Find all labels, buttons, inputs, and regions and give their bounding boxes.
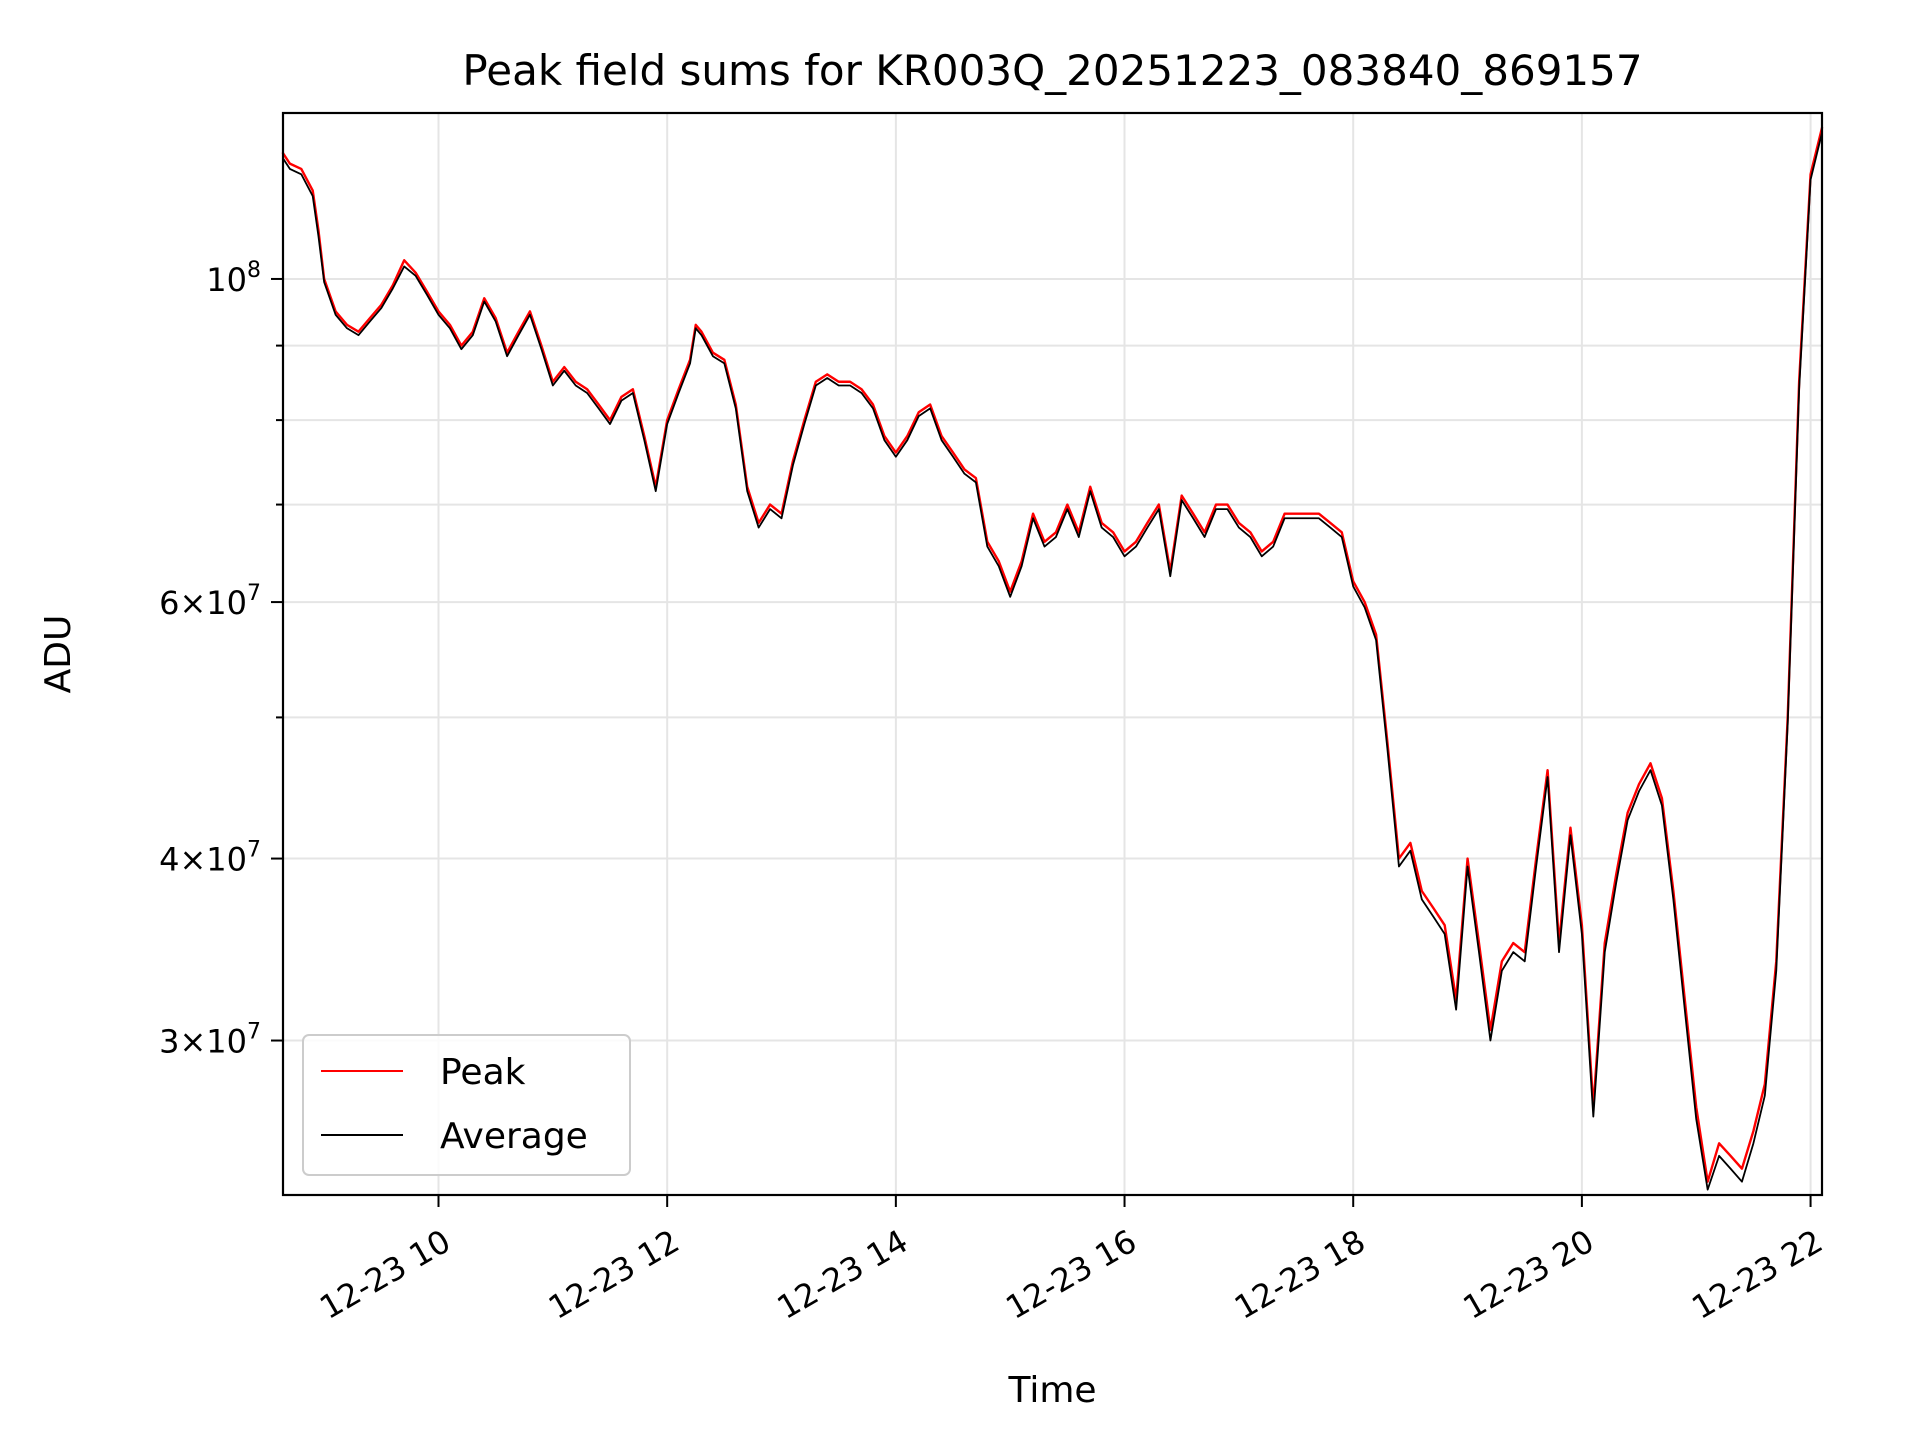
y-tick-label: 4×107 — [159, 838, 261, 879]
legend-label-average: Average — [440, 1116, 588, 1157]
legend: Peak Average — [302, 1034, 631, 1176]
y-axis-label: ADU — [38, 615, 79, 694]
y-tick-label-exponent: 8 — [247, 258, 261, 283]
series-layer — [281, 126, 1824, 1191]
y-tick-label: 108 — [206, 258, 261, 299]
x-axis-label: Time — [1007, 1370, 1096, 1411]
y-tick-label-base: 6×10 — [159, 584, 247, 622]
y-tick-label-base: 10 — [206, 261, 247, 299]
grid — [283, 113, 1822, 1195]
chart-title: Peak field sums for KR003Q_20251223_0838… — [462, 46, 1642, 95]
series-line-average — [282, 131, 1823, 1191]
y-tick-label: 6×107 — [159, 581, 261, 622]
plot-frame — [281, 111, 1824, 1197]
y-tick-label-exponent: 7 — [247, 838, 261, 863]
y-tick-label-exponent: 7 — [247, 1020, 261, 1045]
y-tick-label: 3×107 — [159, 1020, 261, 1061]
y-tick-label-base: 3×10 — [159, 1023, 247, 1061]
y-tick-label-exponent: 7 — [247, 581, 261, 606]
legend-label-peak: Peak — [440, 1052, 526, 1093]
y-tick-label-base: 4×10 — [159, 841, 247, 879]
